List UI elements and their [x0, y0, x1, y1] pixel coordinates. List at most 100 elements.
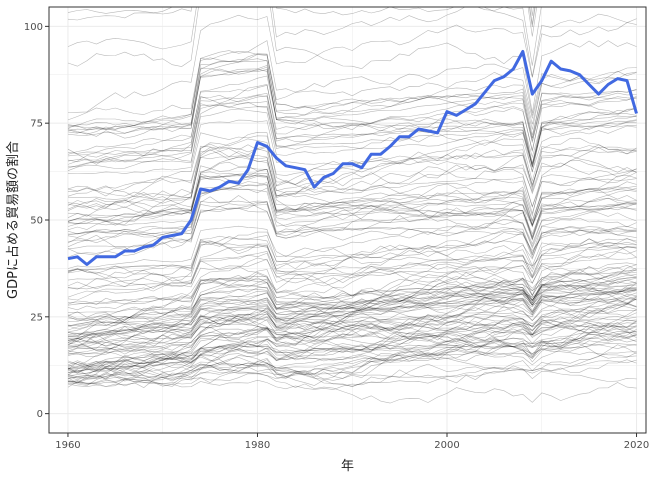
background-series-line	[67, 101, 637, 167]
background-series-line	[67, 264, 637, 343]
background-series-line	[67, 108, 637, 169]
background-series-line	[67, 334, 637, 380]
background-series-line	[67, 175, 637, 227]
background-series-line	[67, 288, 637, 335]
background-series-line	[67, 288, 637, 346]
background-series-line	[67, 7, 637, 77]
background-series-line	[67, 297, 637, 388]
background-series-line	[67, 294, 637, 384]
background-series-line	[67, 276, 637, 347]
background-series-line	[67, 342, 637, 388]
background-series-line	[67, 146, 637, 225]
background-series-line	[67, 154, 637, 215]
background-series-line	[67, 348, 637, 374]
background-series-line	[67, 329, 637, 368]
background-series-line	[67, 60, 637, 143]
background-series-line	[67, 227, 637, 301]
background-series-line	[67, 69, 637, 136]
background-series-line	[67, 326, 637, 359]
background-series-group	[67, 0, 637, 404]
x-tick-label: 2020	[624, 440, 649, 451]
background-series-line	[67, 309, 637, 369]
background-series-line	[67, 173, 637, 223]
background-series-line	[67, 309, 637, 347]
background-series-line	[67, 304, 637, 355]
background-series-line	[67, 144, 637, 211]
y-axis-title: GDPに占める貿易額の割合	[5, 141, 21, 299]
background-series-line	[67, 303, 637, 336]
background-series-line	[67, 201, 637, 259]
background-series-line	[67, 288, 637, 315]
background-series-line	[67, 289, 637, 388]
background-series-line	[67, 320, 637, 370]
background-series-line	[67, 251, 637, 290]
background-series-line	[67, 321, 637, 381]
background-series-line	[67, 300, 637, 369]
background-series-line	[67, 331, 637, 379]
background-series-line	[67, 265, 637, 330]
background-series-line	[67, 14, 637, 113]
background-series-line	[67, 238, 637, 282]
background-series-line	[67, 172, 637, 222]
x-axis-title: 年	[341, 459, 354, 474]
background-series-line	[67, 270, 637, 305]
background-series-line	[67, 83, 637, 168]
y-tick-label: 0	[37, 409, 43, 420]
background-series-line	[67, 309, 637, 351]
background-series-line	[67, 322, 637, 385]
background-series-line	[67, 264, 637, 320]
background-series-line	[67, 228, 637, 290]
background-series-line	[67, 338, 637, 355]
background-series-line	[67, 238, 637, 298]
background-series-line	[67, 7, 637, 113]
background-series-line	[67, 95, 637, 167]
background-series-line	[67, 272, 637, 313]
background-series-line	[67, 200, 637, 256]
background-series-line	[67, 181, 637, 238]
background-series-line	[67, 225, 637, 279]
background-series-line	[67, 265, 637, 355]
background-series-line	[67, 242, 637, 278]
background-series-line	[67, 238, 637, 372]
background-series-line	[67, 351, 637, 390]
background-series-line	[67, 160, 637, 231]
background-series-line	[67, 334, 637, 385]
background-series-line	[67, 94, 637, 163]
background-series-line	[67, 312, 637, 348]
background-series-line	[67, 281, 637, 344]
background-series-line	[67, 183, 637, 240]
background-series-line	[67, 318, 637, 368]
background-series-line	[67, 359, 637, 388]
background-series-line	[67, 92, 637, 164]
background-series-line	[67, 330, 637, 383]
background-series-line	[67, 277, 637, 312]
background-series-line	[67, 277, 637, 337]
y-tick-label: 100	[24, 22, 43, 33]
background-series-line	[67, 244, 637, 338]
background-series-line	[68, 0, 637, 7]
y-tick-label: 25	[30, 312, 43, 323]
background-series-line	[67, 57, 637, 139]
background-series-line	[67, 298, 637, 343]
background-series-line	[67, 149, 637, 214]
background-series-line	[67, 331, 637, 373]
background-series-line	[67, 343, 637, 382]
background-series-line	[67, 287, 637, 327]
background-series-line	[67, 282, 637, 360]
background-series-line	[67, 295, 637, 376]
background-series-line	[67, 171, 637, 225]
background-series-line	[67, 104, 637, 171]
background-series-line	[67, 359, 637, 385]
background-series-line	[67, 250, 637, 323]
x-tick-label: 1960	[55, 440, 80, 451]
background-series-line	[67, 279, 637, 370]
background-series-line	[67, 125, 637, 210]
background-series-line	[67, 168, 637, 249]
background-series-line	[67, 291, 637, 334]
background-series-line	[67, 53, 637, 130]
background-series-line	[67, 269, 637, 314]
highlight-series-group	[67, 50, 638, 266]
background-series-line	[67, 279, 637, 329]
background-series-line	[67, 7, 536, 28]
